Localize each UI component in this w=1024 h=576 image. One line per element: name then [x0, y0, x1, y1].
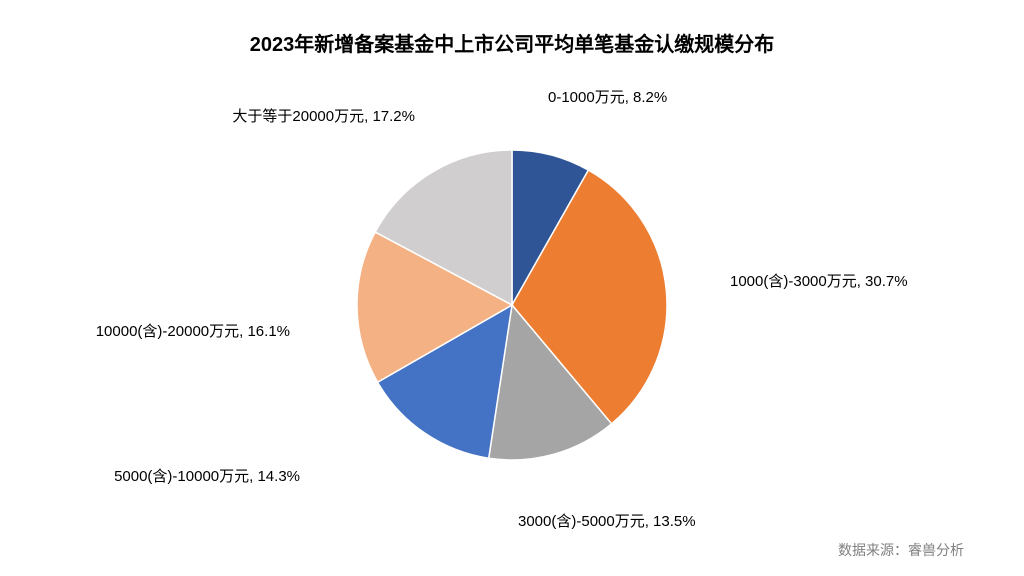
- pie-slice-label: 10000(含)-20000万元, 16.1%: [96, 320, 290, 341]
- pie-slice-label: 1000(含)-3000万元, 30.7%: [730, 270, 908, 291]
- pie-slice-label: 3000(含)-5000万元, 13.5%: [518, 510, 696, 531]
- pie-slice-label: 0-1000万元, 8.2%: [548, 86, 667, 107]
- pie-slice-label: 5000(含)-10000万元, 14.3%: [114, 465, 300, 486]
- data-source: 数据来源：睿兽分析: [838, 540, 964, 560]
- pie-slice-label: 大于等于20000万元, 17.2%: [232, 105, 415, 126]
